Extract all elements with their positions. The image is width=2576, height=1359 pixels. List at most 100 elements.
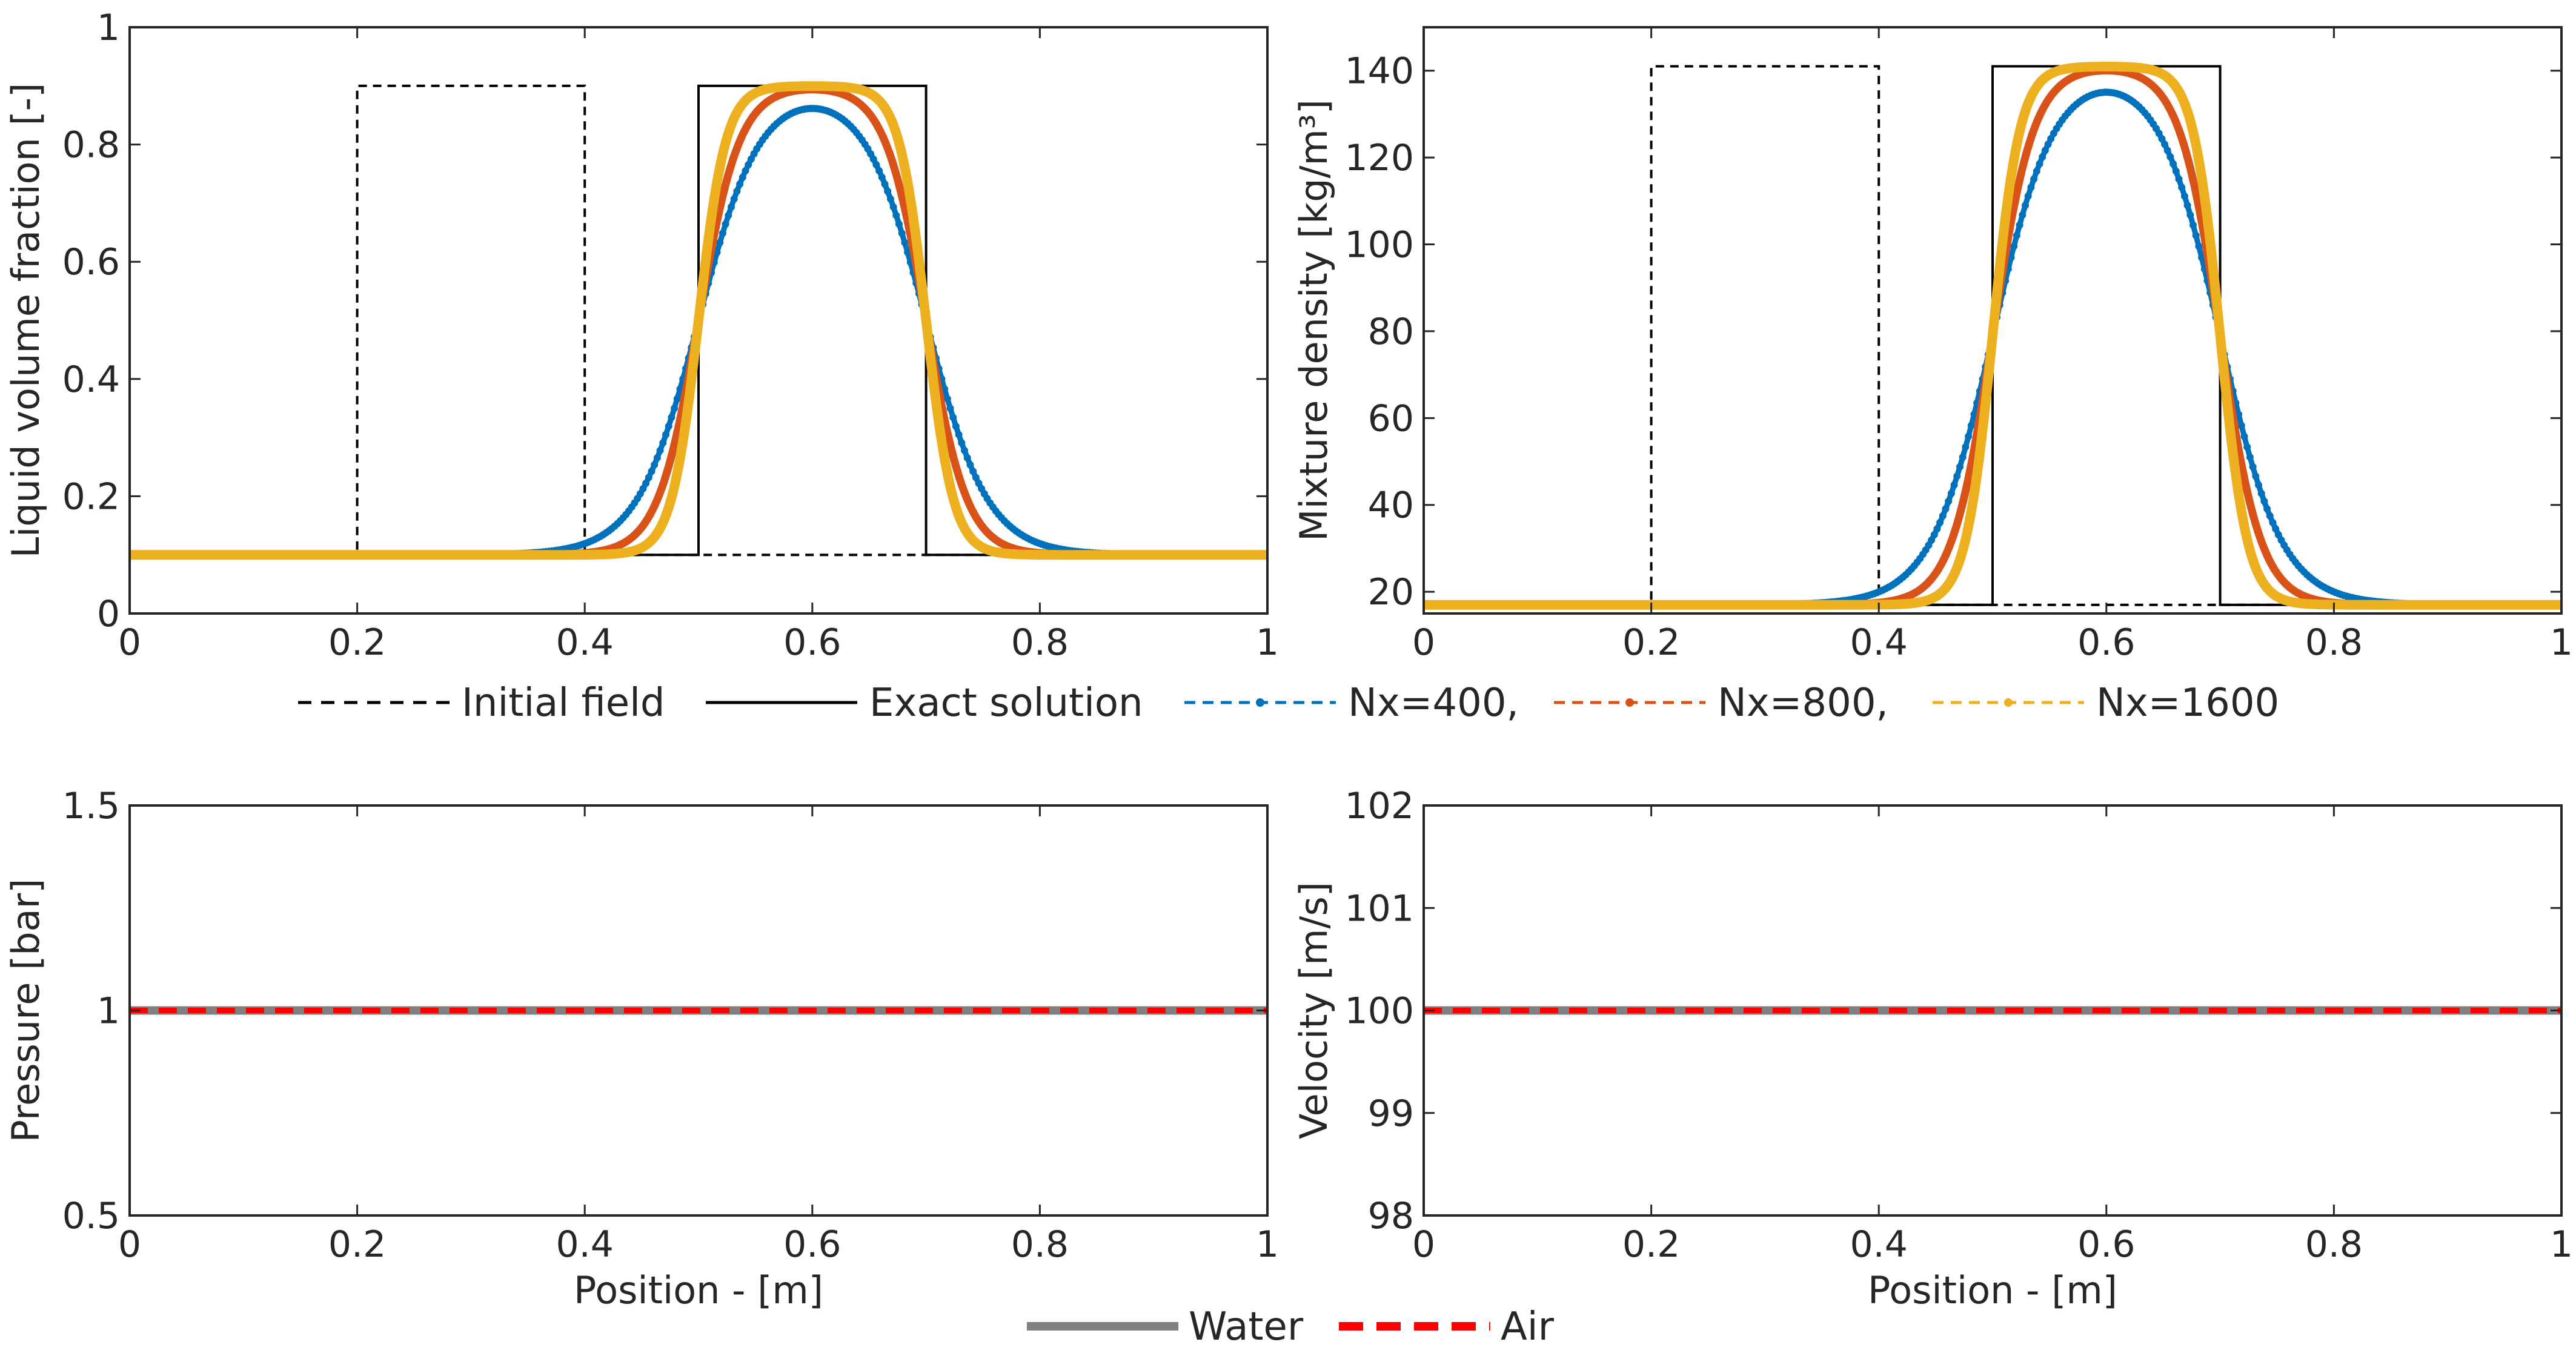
chart-rho-series-nx-400-marker xyxy=(2274,531,2282,538)
chart-rho-series-nx-400-marker xyxy=(2180,192,2188,200)
chart-alpha-series-nx-400-marker xyxy=(952,422,960,430)
legend-bottom-label-0: Water xyxy=(1189,1304,1304,1349)
chart-rho-series-nx-400-marker xyxy=(2041,147,2049,154)
chart-alpha-series-nx-400-marker xyxy=(656,446,664,454)
chart-rho-series-nx-400-marker xyxy=(2022,202,2029,210)
chart-velocity-ylabel: Velocity [m/s] xyxy=(1292,882,1336,1139)
chart-rho-series-nx-400-marker xyxy=(2169,160,2177,168)
chart-rho-series-nx-400-marker xyxy=(2195,242,2203,250)
chart-rho-ytick-label: 60 xyxy=(1368,397,1414,440)
chart-alpha-ytick-label: 0.4 xyxy=(62,359,120,401)
chart-alpha-series-nx-400-marker xyxy=(639,485,647,492)
chart-rho-series-nx-400-marker xyxy=(1947,489,1955,497)
chart-rho-series-nx-400-marker xyxy=(2266,512,2274,520)
chart-rho-series-nx-400-marker xyxy=(2030,175,2038,183)
chart-rho-series-nx-400-marker xyxy=(1933,525,1941,533)
chart-rho-axes-box xyxy=(1422,26,2563,615)
chart-rho-series-nx-400-marker xyxy=(1950,481,1958,489)
chart-alpha-series-nx-400-marker xyxy=(739,173,746,181)
legend-top-marker-3 xyxy=(1625,698,1634,707)
chart-rho-series-nx-400-marker xyxy=(2260,497,2268,505)
chart-rho-series-nx-400-marker xyxy=(2175,175,2183,183)
chart-rho-series-nx-400-marker xyxy=(2166,153,2174,161)
chart-rho-series-nx-400-marker xyxy=(2186,211,2194,219)
chart-alpha-series-nx-400-marker xyxy=(958,439,966,447)
chart-alpha-series-nx-400-marker xyxy=(645,474,652,481)
chart-alpha-series-nx-400-marker xyxy=(719,230,726,237)
chart-alpha-series-nx-400-marker xyxy=(884,187,892,195)
chart-rho-series-nx-400-marker xyxy=(2269,518,2277,526)
chart-rho-series-nx-400-marker xyxy=(1967,422,1975,429)
chart-alpha-series-nx-400-marker xyxy=(955,431,963,438)
chart-pressure-ytick-label: 0.5 xyxy=(62,1195,120,1237)
chart-alpha-plot-area xyxy=(130,81,1267,560)
chart-rho-xtick-label: 1 xyxy=(2550,621,2573,664)
chart-alpha-xtick-label: 0 xyxy=(118,621,141,664)
legend-top-label-3: Nx=800, xyxy=(1718,681,1888,726)
chart-rho-series-nx-400-marker xyxy=(2010,242,2018,250)
chart-alpha-series-nx-400-marker xyxy=(653,454,661,461)
chart-rho-series-nx-400-marker xyxy=(2027,184,2035,191)
chart-alpha-xtick-label: 0.6 xyxy=(783,621,841,664)
chart-rho-series-nx-400-marker xyxy=(1965,432,1973,440)
chart-rho-xtick-label: 0.8 xyxy=(2305,621,2363,664)
chart-velocity-xtick-label: 1 xyxy=(2550,1223,2573,1266)
chart-alpha-series-nx-400-marker xyxy=(875,167,883,174)
legend-top-label-1: Exact solution xyxy=(869,681,1143,726)
chart-rho-series-nx-400-marker xyxy=(2161,141,2168,148)
chart-rho-series-nx-400-marker xyxy=(1970,411,1978,418)
legend-top-marker-2 xyxy=(1256,698,1264,707)
chart-alpha-series-nx-400-marker xyxy=(651,461,659,469)
chart-alpha-axes-box xyxy=(128,26,1269,615)
chart-alpha-series-nx-400-marker xyxy=(659,439,667,447)
chart-alpha: 0 0.2 0.4 0.6 0.8 1 0 0.2 0.4 0.6 0.8 1 Liquid volum… xyxy=(4,7,1279,664)
chart-alpha-series-nx-400-marker xyxy=(892,211,900,219)
chart-rho-xtick-label: 0 xyxy=(1412,621,1435,664)
chart-alpha-series-nx-400-marker xyxy=(901,239,909,246)
chart-rho-series-nx-400-marker xyxy=(1953,472,1961,480)
chart-alpha-series-nx-400-marker xyxy=(869,155,877,163)
legend-bottom-label-1: Air xyxy=(1501,1304,1555,1349)
legend-top-label-4: Nx=1600 xyxy=(2096,681,2279,726)
chart-rho-plot-area xyxy=(1424,62,2561,610)
chart-rho-series-nx-400-marker xyxy=(2024,192,2032,200)
chart-rho-series-nx-400-marker xyxy=(1962,443,1970,451)
legend-top-marker-4 xyxy=(2004,698,2013,707)
chart-pressure-ytick-label: 1.5 xyxy=(62,785,120,827)
chart-rho-series-nx-400-marker xyxy=(2189,221,2197,229)
chart-alpha-series-nx-400-marker xyxy=(722,220,729,228)
chart-alpha-series-nx-400-marker xyxy=(943,395,951,403)
chart-rho-series-nx-400-marker xyxy=(1942,505,1950,513)
chart-rho-series-nx-400-marker xyxy=(2249,463,2257,471)
chart-alpha-series-nx-1600 xyxy=(130,81,1267,560)
chart-velocity-xtick-label: 0.6 xyxy=(2077,1223,2135,1266)
legend-bottom: Water Air xyxy=(1027,1304,1555,1349)
chart-velocity-ytick-label: 98 xyxy=(1368,1195,1414,1237)
chart-alpha-series-nx-400-marker xyxy=(662,431,669,438)
chart-pressure-xtick-label: 0.2 xyxy=(328,1223,386,1266)
chart-rho-series-nx-400-marker xyxy=(2252,472,2260,480)
chart-alpha-series-nx-400-marker xyxy=(733,187,741,195)
chart-alpha-series-nx-400-marker xyxy=(975,480,983,487)
chart-alpha-ytick-label: 1 xyxy=(97,7,120,49)
chart-alpha-series-nx-400-marker xyxy=(648,468,656,475)
chart-rho-series-nx-400-marker xyxy=(2158,135,2166,142)
chart-rho-series-nx-400-marker xyxy=(2183,202,2191,210)
chart-rho-series-nx-400-marker xyxy=(1939,512,1947,520)
chart-alpha-series-nx-400-marker xyxy=(716,239,724,246)
chart-alpha-series-nx-400-marker xyxy=(969,468,977,475)
chart-rho-series-nx-400-marker xyxy=(1956,463,1964,471)
chart-rho-series-nx-400-marker xyxy=(1930,531,1938,538)
chart-alpha-ytick-label: 0 xyxy=(97,593,120,635)
chart-rho-series-nx-400-marker xyxy=(2016,221,2023,229)
chart-velocity-xtick-label: 0.8 xyxy=(2305,1223,2363,1266)
chart-alpha-xtick-label: 1 xyxy=(1256,621,1279,664)
chart-velocity-ytick-label: 102 xyxy=(1344,785,1414,827)
chart-rho-xtick-label: 0.6 xyxy=(2077,621,2135,664)
chart-pressure-ytick-label: 1 xyxy=(97,990,120,1033)
chart-pressure-xtick-label: 0.4 xyxy=(556,1223,613,1266)
chart-rho-series-nx-400-marker xyxy=(2198,254,2206,262)
